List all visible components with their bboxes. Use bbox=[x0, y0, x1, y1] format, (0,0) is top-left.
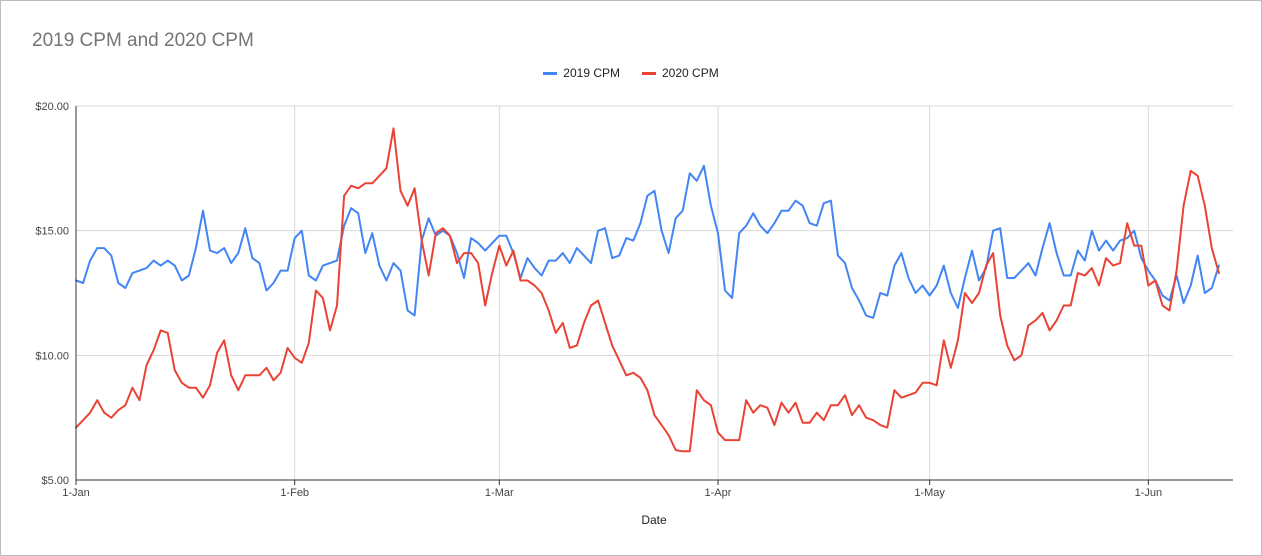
x-tick-label: 1-May bbox=[914, 487, 945, 499]
legend: 2019 CPM 2020 CPM bbox=[0, 66, 1262, 80]
legend-item-2020[interactable]: 2020 CPM bbox=[642, 66, 719, 80]
x-tick-label: 1-Apr bbox=[705, 487, 732, 499]
legend-label-2020: 2020 CPM bbox=[662, 66, 719, 80]
x-tick-label: 1-Jun bbox=[1135, 487, 1163, 499]
legend-swatch-2019 bbox=[543, 71, 558, 75]
series-line-2019[interactable] bbox=[75, 164, 1220, 319]
chart-title: 2019 CPM and 2020 CPM bbox=[32, 30, 254, 51]
legend-item-2019[interactable]: 2019 CPM bbox=[543, 66, 620, 80]
x-axis-label: Date bbox=[641, 513, 667, 527]
series-layer bbox=[75, 127, 1220, 453]
x-tick-label: 1-Jan bbox=[62, 487, 90, 499]
grid-layer bbox=[76, 105, 1233, 481]
x-tick-label: 1-Mar bbox=[485, 487, 514, 499]
y-tick-label: $15.00 bbox=[35, 226, 69, 238]
x-tick-label: 1-Feb bbox=[280, 487, 309, 499]
y-tick-label: $5.00 bbox=[41, 475, 69, 487]
legend-label-2019: 2019 CPM bbox=[563, 66, 620, 80]
axis-layer: $5.00 $10.00 $15.00 $20.00 1-Jan 1-Feb 1-Mar 1-… bbox=[35, 101, 1233, 499]
legend-swatch-2020 bbox=[642, 71, 656, 75]
y-tick-label: $20.00 bbox=[35, 101, 69, 113]
series-line-2020[interactable] bbox=[75, 127, 1220, 453]
y-tick-label: $10.00 bbox=[35, 350, 69, 362]
